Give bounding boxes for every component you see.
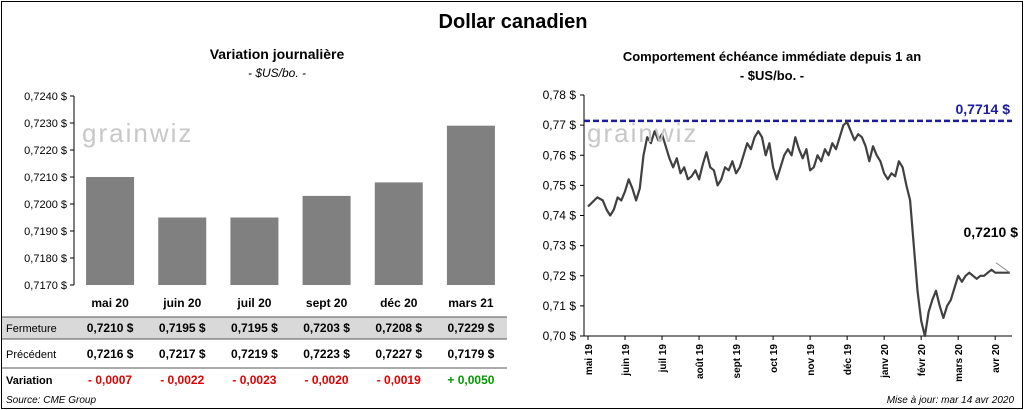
- bar: [158, 217, 207, 285]
- series-line: [587, 121, 1010, 338]
- table-cell: - 0,0019: [377, 373, 421, 387]
- last-value-leader: [995, 262, 1011, 274]
- bar: [374, 182, 423, 285]
- line-x-tick-label: mai 19: [584, 344, 595, 376]
- table-cell: 0,7179 $: [448, 347, 495, 361]
- watermark-logo: grainwiz: [82, 118, 193, 148]
- update-note: Mise à jour: mar 14 avr 2020: [886, 395, 1014, 406]
- bar: [446, 125, 495, 285]
- line-y-tick-label: 0,70 $: [543, 329, 577, 343]
- line-y-tick-label: 0,72 $: [543, 269, 577, 283]
- bar-category-label: mai 20: [91, 296, 129, 310]
- line-chart-title: Comportement échéance immédiate depuis 1…: [622, 49, 922, 64]
- bar-category-label: sept 20: [306, 296, 348, 310]
- table-cell: 0,7219 $: [231, 347, 278, 361]
- bar-y-tick-label: 0,7240 $: [24, 91, 67, 103]
- line-y-tick-label: 0,77 $: [543, 118, 577, 132]
- table-cell: + 0,0050: [447, 373, 494, 387]
- reference-label: 0,7714 $: [956, 101, 1011, 117]
- watermark-logo: grainwiz: [587, 118, 698, 148]
- bar-y-tick-label: 0,7230 $: [24, 118, 67, 130]
- bar-chart-subtitle: - $US/bo. -: [247, 66, 307, 80]
- bar-category-label: mars 21: [448, 296, 494, 310]
- table-cell: - 0,0007: [88, 373, 132, 387]
- bar: [230, 217, 279, 285]
- bar-category-label: juin 20: [162, 296, 201, 310]
- table-cell: 0,7203 $: [303, 321, 350, 335]
- bar-y-tick-label: 0,7200 $: [24, 199, 67, 211]
- line-x-tick-label: janv 20: [880, 344, 891, 379]
- line-x-tick-label: déc 19: [843, 344, 854, 376]
- table-cell: 0,7229 $: [448, 321, 495, 335]
- table-row-shade: [2, 317, 507, 339]
- table-row-label: Variation: [6, 375, 53, 387]
- last-value-label: 0,7210 $: [964, 224, 1019, 240]
- line-y-tick-label: 0,76 $: [543, 148, 577, 162]
- line-x-tick-label: juil 19: [658, 344, 669, 374]
- table-row-label: Précédent: [6, 349, 56, 361]
- line-y-tick-label: 0,73 $: [543, 239, 577, 253]
- bar-y-tick-label: 0,7180 $: [24, 253, 67, 265]
- table-cell: 0,7210 $: [87, 321, 134, 335]
- line-x-tick-label: mars 20: [954, 344, 965, 382]
- table-cell: - 0,0022: [160, 373, 204, 387]
- bar-y-tick-label: 0,7220 $: [24, 145, 67, 157]
- line-x-tick-label: sept 19: [732, 344, 743, 379]
- table-cell: - 0,0020: [305, 373, 349, 387]
- line-y-tick-label: 0,75 $: [543, 178, 577, 192]
- line-x-tick-label: oct 19: [769, 344, 780, 373]
- bar-category-label: juil 20: [236, 296, 271, 310]
- bar-chart-title: Variation journalière: [209, 46, 345, 62]
- table-cell: 0,7195 $: [231, 321, 278, 335]
- source-note: Source: CME Group: [6, 395, 97, 406]
- bar-y-tick-label: 0,7190 $: [24, 226, 67, 238]
- table-cell: - 0,0023: [232, 373, 276, 387]
- table-cell: 0,7227 $: [375, 347, 422, 361]
- bar-y-tick-label: 0,7170 $: [24, 280, 67, 292]
- line-x-tick-label: nov 19: [806, 344, 817, 376]
- line-chart-subtitle: - $US/bo. -: [739, 68, 805, 83]
- line-y-tick-label: 0,74 $: [543, 209, 577, 223]
- table-cell: 0,7208 $: [375, 321, 422, 335]
- line-y-tick-label: 0,71 $: [543, 299, 577, 313]
- table-cell: 0,7216 $: [87, 347, 134, 361]
- table-cell: 0,7195 $: [159, 321, 206, 335]
- table-cell: 0,7217 $: [159, 347, 206, 361]
- line-x-tick-label: avr 20: [991, 344, 1002, 373]
- table-cell: 0,7223 $: [303, 347, 350, 361]
- line-y-tick-label: 0,78 $: [543, 88, 577, 102]
- line-x-tick-label: août 19: [695, 344, 706, 379]
- table-row-label: Fermeture: [6, 323, 57, 335]
- bar-category-label: déc 20: [380, 296, 418, 310]
- bar: [86, 177, 135, 285]
- bar: [302, 195, 351, 285]
- bar-y-tick-label: 0,7210 $: [24, 172, 67, 184]
- page-title: Dollar canadien: [438, 11, 588, 33]
- line-x-tick-label: févr 20: [917, 344, 928, 377]
- line-x-tick-label: juin 19: [621, 344, 632, 377]
